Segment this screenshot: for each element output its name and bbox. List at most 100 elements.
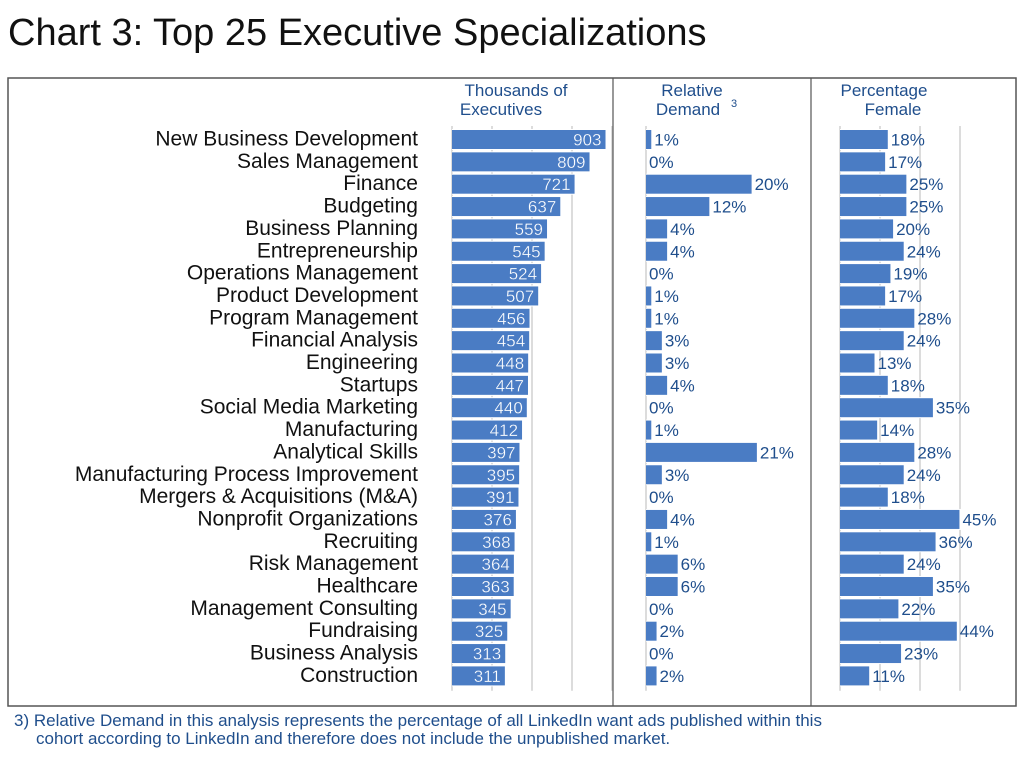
bar bbox=[840, 264, 891, 284]
bar bbox=[452, 130, 606, 149]
bar bbox=[452, 152, 590, 172]
bar bbox=[452, 174, 575, 194]
bar bbox=[646, 130, 652, 149]
bar bbox=[840, 442, 915, 462]
bar bbox=[840, 599, 899, 619]
data-label: 22% bbox=[901, 600, 935, 619]
category-label: Finance bbox=[343, 172, 418, 195]
data-label: 2% bbox=[660, 622, 685, 641]
data-label: 28% bbox=[917, 309, 951, 328]
bar bbox=[646, 308, 652, 328]
data-label: 395 bbox=[487, 466, 515, 485]
data-label: 25% bbox=[909, 198, 943, 217]
data-label: 313 bbox=[473, 645, 501, 664]
bar bbox=[646, 286, 652, 306]
bar bbox=[840, 174, 907, 194]
bar bbox=[646, 241, 668, 261]
data-label: 0% bbox=[649, 488, 674, 507]
category-label: Entrepreneurship bbox=[257, 239, 418, 262]
category-label: Sales Management bbox=[237, 150, 418, 173]
bar bbox=[840, 465, 904, 485]
data-label: 397 bbox=[487, 443, 515, 462]
data-label: 13% bbox=[878, 354, 912, 373]
category-label: Nonprofit Organizations bbox=[197, 507, 418, 530]
category-label: Financial Analysis bbox=[251, 329, 418, 352]
data-label: 45% bbox=[962, 510, 996, 529]
category-label: Business Analysis bbox=[250, 642, 418, 665]
data-label: 545 bbox=[512, 242, 540, 261]
data-label: 447 bbox=[496, 376, 524, 395]
data-label: 0% bbox=[649, 399, 674, 418]
data-label: 44% bbox=[960, 622, 994, 641]
data-label: 6% bbox=[681, 555, 706, 574]
data-label: 1% bbox=[654, 309, 679, 328]
category-label: Construction bbox=[300, 664, 418, 687]
panel-title: Demand bbox=[656, 100, 720, 119]
data-label: 412 bbox=[490, 421, 518, 440]
bar bbox=[646, 465, 662, 485]
data-label: 903 bbox=[573, 131, 601, 150]
data-label: 368 bbox=[482, 533, 510, 552]
panel-title: Percentage bbox=[841, 81, 928, 100]
bar bbox=[840, 532, 936, 552]
bar bbox=[646, 331, 662, 351]
bar bbox=[452, 532, 515, 552]
bar bbox=[646, 442, 757, 462]
data-label: 637 bbox=[528, 198, 556, 217]
bar bbox=[452, 465, 520, 485]
bar bbox=[840, 666, 870, 686]
data-label: 4% bbox=[670, 220, 695, 239]
bar bbox=[452, 621, 508, 641]
bar bbox=[840, 219, 894, 239]
bar bbox=[452, 197, 561, 217]
data-label: 363 bbox=[481, 578, 509, 597]
data-label: 524 bbox=[509, 265, 537, 284]
data-label: 20% bbox=[755, 175, 789, 194]
data-label: 311 bbox=[474, 667, 501, 686]
data-label: 0% bbox=[649, 153, 674, 172]
chart-figure: Thousands of Executives Relative Demand … bbox=[7, 77, 1017, 707]
bar bbox=[452, 442, 520, 462]
bar bbox=[646, 532, 652, 552]
data-label: 11% bbox=[872, 667, 905, 686]
bar bbox=[452, 577, 514, 596]
data-label: 6% bbox=[681, 578, 706, 597]
data-label: 809 bbox=[557, 153, 585, 172]
data-label: 448 bbox=[496, 354, 524, 373]
bar bbox=[646, 219, 668, 239]
bar bbox=[646, 375, 668, 395]
data-label: 36% bbox=[939, 533, 973, 552]
bar bbox=[840, 353, 875, 373]
bar bbox=[452, 241, 545, 261]
bar bbox=[840, 621, 957, 641]
bar bbox=[452, 599, 511, 619]
category-label: Operations Management bbox=[187, 262, 418, 285]
bar bbox=[840, 577, 933, 596]
data-label: 17% bbox=[888, 287, 922, 306]
bar bbox=[646, 554, 678, 574]
data-label: 1% bbox=[654, 287, 679, 306]
bar bbox=[452, 666, 505, 686]
data-label: 21% bbox=[760, 443, 794, 462]
bar bbox=[452, 420, 523, 440]
data-label: 24% bbox=[907, 555, 941, 574]
category-label: Product Development bbox=[216, 284, 418, 307]
bar bbox=[840, 398, 933, 418]
bar bbox=[452, 644, 506, 664]
bar bbox=[646, 666, 657, 686]
bar bbox=[840, 152, 886, 172]
data-label: 364 bbox=[482, 555, 510, 574]
bar bbox=[840, 331, 904, 351]
bar bbox=[646, 420, 652, 440]
bar bbox=[840, 644, 902, 664]
data-label: 559 bbox=[515, 220, 543, 239]
bar bbox=[452, 219, 548, 239]
bar bbox=[840, 375, 888, 395]
data-label: 19% bbox=[893, 265, 927, 284]
data-label: 4% bbox=[670, 376, 695, 395]
bar bbox=[840, 420, 878, 440]
category-label: Risk Management bbox=[249, 552, 418, 575]
bar bbox=[452, 375, 528, 395]
bar bbox=[646, 197, 710, 217]
data-label: 456 bbox=[497, 309, 525, 328]
